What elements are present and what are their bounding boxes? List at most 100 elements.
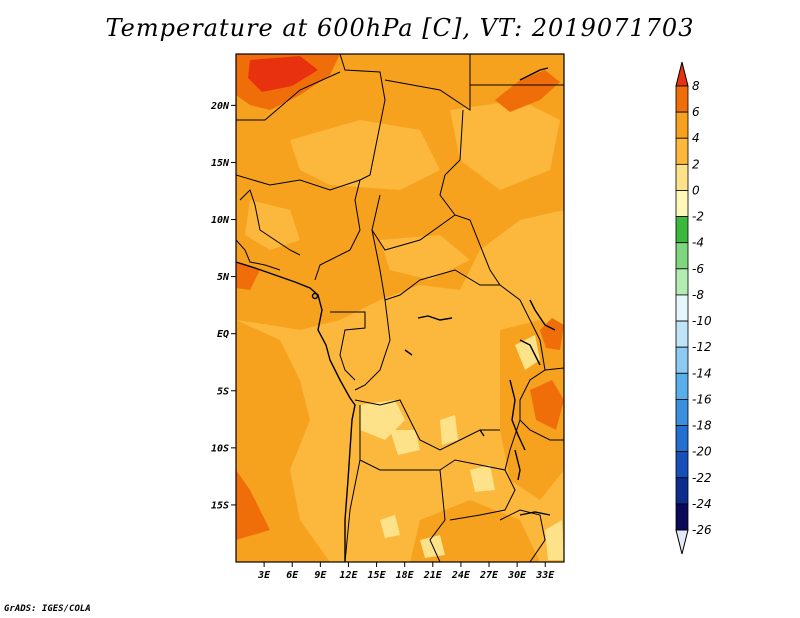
lake-5: [479, 429, 485, 437]
border-9: [371, 229, 531, 321]
lon-tick-label: 15E: [368, 570, 387, 581]
border-16: [499, 509, 546, 562]
colorbar-swatch: [675, 372, 689, 400]
colorbar-label: 0: [692, 183, 700, 197]
lake-1: [417, 315, 453, 321]
lat-tick-label: 20N: [210, 101, 230, 112]
lon-tick-label: 30E: [507, 570, 527, 581]
field-hot-nw: [248, 56, 318, 92]
field-cool-8: [380, 515, 400, 538]
lon-tick-label: 6E: [286, 570, 299, 581]
field-cool-3: [440, 415, 458, 445]
map-title: Temperature at 600hPa [C], VT: 201907170…: [105, 14, 695, 42]
lat-tick-label: 5N: [217, 272, 230, 283]
colorbar-label: 4: [692, 131, 700, 145]
border-3: [236, 174, 361, 191]
lon-tick-label: 24E: [451, 570, 471, 581]
colorbar-swatch: [675, 85, 689, 113]
colorbar-swatch: [675, 190, 689, 217]
lake-2: [404, 349, 413, 356]
border-7: [371, 194, 456, 251]
lon-tick-label: 3E: [257, 570, 271, 581]
field-warm-w: [236, 262, 260, 290]
colorbar-label: 6: [692, 105, 700, 119]
colorbar-label: -26: [692, 523, 712, 537]
border-12: [354, 399, 500, 451]
field-band-2-4-west: [236, 320, 330, 562]
colorbar-swatch: [675, 451, 689, 479]
field-warm-e1: [530, 380, 564, 430]
island: [311, 292, 319, 300]
colorbar-swatch: [675, 111, 689, 139]
lat-tick-label: 10N: [211, 215, 230, 226]
longitude-ticks: 3E 6E 9E 12E 15E 18E 21E 24E 27E 30E 33E: [257, 562, 555, 581]
border-21: [236, 239, 281, 271]
lat-tick-label: 15S: [211, 500, 229, 511]
colorbar-top-arrow: [675, 61, 689, 87]
border-11: [354, 299, 391, 391]
latitude-ticks: 20N 15N 10N 5N EQ 5S 10S 15S: [210, 101, 236, 511]
colorbar-label: 2: [692, 157, 700, 171]
field-cool-7: [515, 335, 540, 370]
border-20: [239, 189, 301, 256]
border-6: [439, 109, 501, 286]
coast-gulf-of-guinea: [236, 261, 356, 562]
colorbar-swatch: [675, 503, 689, 531]
border-17: [519, 319, 564, 441]
colorbar-swatch: [675, 399, 689, 426]
lake-6: [514, 449, 521, 481]
lake-3: [509, 379, 526, 451]
map-frame: [235, 53, 565, 563]
lon-tick-label: 12E: [339, 570, 358, 581]
lon-tick-label: 18E: [396, 570, 415, 581]
lat-tick-label: 10S: [211, 443, 229, 454]
colorbar-label: -16: [692, 392, 712, 406]
lake-4: [519, 339, 541, 366]
temperature-field: [236, 54, 564, 562]
colorbar-label: -8: [692, 288, 704, 302]
lon-tick-label: 9E: [314, 570, 327, 581]
colorbar-swatch: [675, 268, 689, 296]
lat-tick-label: 5S: [217, 386, 229, 397]
colorbar-swatch: [675, 163, 689, 191]
lon-tick-label: 33E: [535, 570, 555, 581]
colorbar-bottom-arrow: [675, 529, 689, 555]
colorbar-swatch: [675, 425, 689, 453]
field-warm-ne: [495, 70, 560, 112]
colorbar-swatch: [675, 242, 689, 270]
lon-tick-label: 27E: [479, 570, 499, 581]
border-10: [330, 311, 366, 381]
border-4: [384, 54, 471, 111]
lake-8: [519, 67, 549, 81]
colorbar-label: -18: [692, 419, 712, 433]
colorbar-label: -14: [692, 366, 712, 380]
border-2: [236, 71, 341, 121]
lat-tick-label: EQ: [217, 329, 229, 340]
colorbar-label: -6: [692, 262, 704, 276]
colorbar-label: -24: [692, 497, 712, 511]
border-14: [359, 459, 446, 562]
colorbar-swatch: [675, 477, 689, 505]
colorbar-swatch: [675, 294, 689, 322]
field-cool-4: [470, 465, 495, 492]
border-13: [344, 405, 361, 562]
field-light-north-4: [380, 235, 470, 280]
border-1: [339, 54, 386, 181]
colorbar: 8 6 4 2 0 -2 -4 -6 -8 -10 -12 -14 -16 -18 -20 -22 -24 -26: [675, 61, 712, 555]
border-15: [439, 459, 516, 521]
colorbar-swatch: [675, 137, 689, 165]
lake-9: [529, 299, 556, 331]
colorbar-label: -10: [692, 314, 712, 328]
colorbar-label: -12: [692, 340, 712, 354]
colorbar-swatch: [675, 320, 689, 348]
field-light-north-1: [290, 120, 440, 190]
coastlines: [236, 67, 556, 562]
colorbar-swatch: [675, 216, 689, 244]
field-warm-sw: [236, 470, 270, 540]
country-borders: [236, 54, 564, 562]
lake-7: [519, 511, 551, 516]
grads-credit: GrADS: IGES/COLA: [4, 604, 91, 614]
lat-tick-label: 15N: [211, 158, 230, 169]
field-cool-6: [545, 520, 564, 560]
border-19: [544, 367, 564, 371]
